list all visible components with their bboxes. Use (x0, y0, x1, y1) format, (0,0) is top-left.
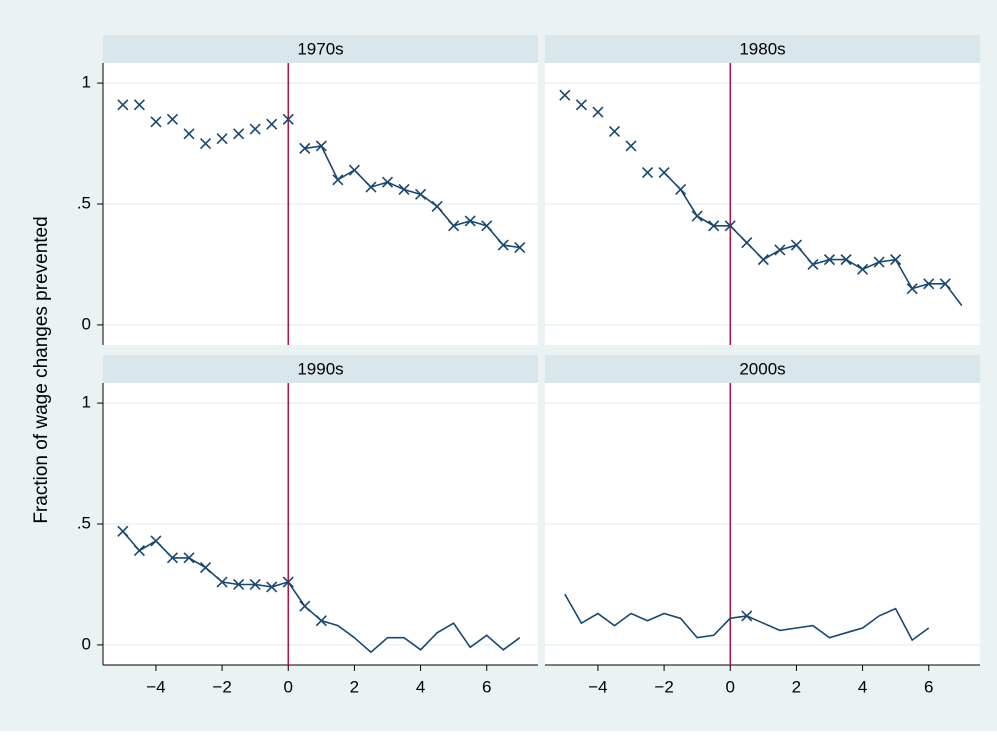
x-tick-label: 2 (350, 677, 359, 696)
marker (233, 128, 245, 140)
marker (691, 210, 703, 222)
marker (873, 256, 885, 268)
marker (415, 188, 427, 200)
marker (315, 140, 327, 152)
marker (216, 133, 228, 145)
marker (658, 166, 670, 179)
marker (266, 118, 278, 130)
y-tick-label: .5 (77, 193, 91, 212)
marker (365, 181, 377, 193)
marker (249, 123, 261, 135)
marker (625, 140, 637, 152)
marker (741, 237, 753, 249)
marker (592, 106, 604, 118)
marker (608, 125, 621, 138)
y-tick-label: .5 (77, 513, 91, 532)
panel-title: 1970s (297, 39, 343, 58)
x-tick-label: 4 (858, 677, 867, 696)
marker (823, 254, 836, 266)
panel-title: 1990s (297, 359, 343, 378)
marker (807, 258, 819, 271)
x-tick-label: 4 (416, 677, 425, 696)
marker (299, 142, 311, 154)
y-tick-label: 0 (82, 314, 91, 333)
marker (641, 166, 654, 179)
panel-title: 2000s (739, 359, 785, 378)
marker (559, 89, 571, 101)
panel-header (103, 355, 538, 383)
marker (183, 552, 195, 564)
marker (497, 239, 509, 251)
x-tick-label: 6 (924, 677, 933, 696)
marker (381, 176, 394, 188)
marker (398, 183, 410, 196)
x-tick-label: −2 (212, 677, 231, 696)
marker (216, 576, 228, 588)
marker (166, 552, 179, 564)
marker (150, 535, 162, 547)
x-tick-label: −4 (146, 677, 165, 696)
marker (166, 113, 179, 125)
marker (923, 278, 935, 290)
marker (117, 525, 129, 537)
marker (757, 254, 769, 266)
marker (348, 164, 360, 176)
marker (183, 128, 195, 140)
marker (199, 561, 212, 574)
x-tick-label: 0 (726, 677, 735, 696)
marker (332, 174, 344, 186)
marker (675, 183, 687, 196)
marker (906, 283, 918, 295)
marker (199, 137, 212, 150)
marker (708, 220, 720, 232)
marker (464, 215, 476, 227)
marker (890, 254, 902, 266)
x-tick-label: 6 (482, 677, 491, 696)
marker (133, 545, 145, 557)
marker (575, 99, 587, 111)
marker (840, 254, 852, 266)
marker (431, 200, 443, 212)
marker (150, 116, 162, 128)
marker (299, 600, 311, 612)
marker (266, 581, 278, 593)
marker (774, 244, 786, 256)
data-line (304, 145, 520, 249)
y-tick-label: 1 (82, 393, 91, 412)
y-tick-label: 0 (82, 634, 91, 653)
marker (133, 99, 145, 111)
marker (315, 615, 327, 627)
marker (282, 576, 294, 588)
y-axis-label: Fraction of wage changes prevented (31, 216, 52, 523)
panel-header (545, 355, 980, 383)
marker (448, 220, 460, 232)
x-tick-label: 2 (792, 677, 801, 696)
marker (741, 610, 753, 622)
x-tick-label: −4 (588, 677, 607, 696)
panel-header (545, 35, 980, 63)
x-tick-label: 0 (284, 677, 293, 696)
marker (514, 241, 526, 254)
marker (857, 263, 869, 275)
marker (249, 578, 261, 591)
marker (282, 113, 294, 125)
marker (117, 99, 129, 111)
panel-header (103, 35, 538, 63)
marker (233, 578, 245, 591)
x-tick-label: −2 (654, 677, 673, 696)
marker (724, 220, 736, 232)
panel-title: 1980s (739, 39, 785, 58)
y-tick-label: 1 (82, 73, 91, 92)
marker (790, 239, 802, 251)
marker (939, 278, 951, 290)
marker (481, 220, 493, 232)
